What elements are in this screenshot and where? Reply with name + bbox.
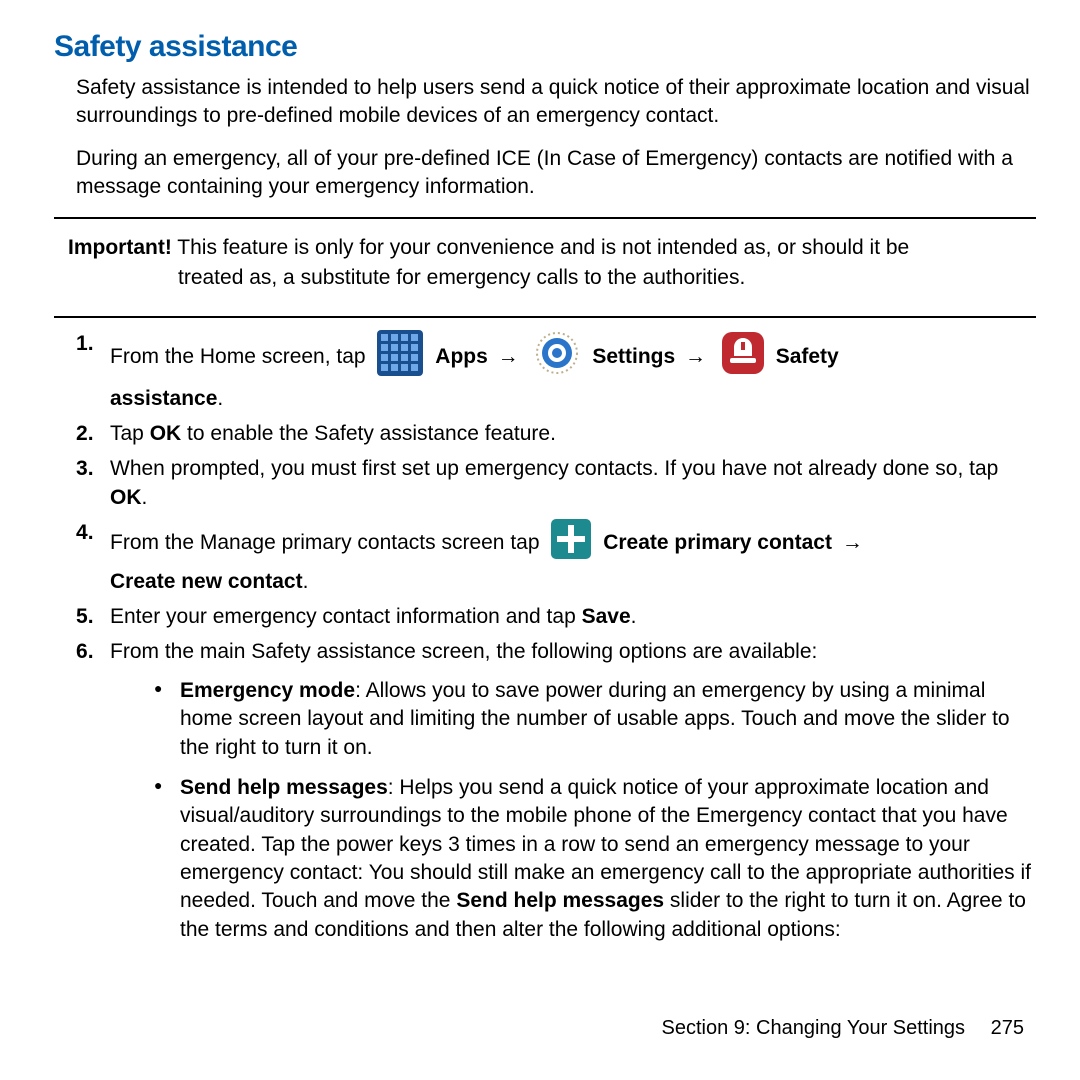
option-send-help-messages: Send help messages: Helps you send a qui… <box>154 774 1036 944</box>
shm-label: Send help messages <box>180 776 388 799</box>
important-line2: treated as, a substitute for emergency c… <box>54 263 1036 292</box>
arrow-1: → <box>494 345 523 368</box>
step-6: From the main Safety assistance screen, … <box>76 638 1036 944</box>
create-new-contact: Create new contact <box>110 570 303 593</box>
arrow-3: → <box>838 531 867 554</box>
step3-ok: OK <box>110 486 142 509</box>
safety-label: Safety <box>776 345 839 368</box>
step1-dot: . <box>217 387 223 410</box>
page-footer: Section 9: Changing Your Settings 275 <box>662 1017 1025 1040</box>
step-1: From the Home screen, tap Apps → <box>76 330 1036 414</box>
step3-pre: When prompted, you must first set up eme… <box>110 457 998 480</box>
footer-page: 275 <box>991 1017 1024 1039</box>
emergency-mode-label: Emergency mode <box>180 679 355 702</box>
plus-icon <box>551 519 591 568</box>
step4-pre: From the Manage primary contacts screen … <box>110 531 545 554</box>
step1-pre: From the Home screen, tap <box>110 345 371 368</box>
assistance-label: assistance <box>110 387 217 410</box>
intro-paragraph-2: During an emergency, all of your pre-def… <box>54 145 1036 202</box>
step-3: When prompted, you must first set up eme… <box>76 455 1036 513</box>
step6-text: From the main Safety assistance screen, … <box>110 640 817 663</box>
safety-icon <box>722 332 764 383</box>
steps-list: From the Home screen, tap Apps → <box>54 330 1036 944</box>
manual-page: Safety assistance Safety assistance is i… <box>0 0 1080 1080</box>
step2-ok: OK <box>150 422 182 445</box>
apps-label: Apps <box>435 345 488 368</box>
step2-post: to enable the Safety assistance feature. <box>181 422 556 445</box>
settings-icon <box>534 330 580 385</box>
divider-bottom <box>54 316 1036 318</box>
step-5: Enter your emergency contact information… <box>76 603 1036 632</box>
shm-bold: Send help messages <box>456 889 664 912</box>
important-line1: This feature is only for your convenienc… <box>172 236 909 259</box>
intro-paragraph-1: Safety assistance is intended to help us… <box>54 74 1036 131</box>
step5-pre: Enter your emergency contact information… <box>110 605 582 628</box>
step5-save: Save <box>582 605 631 628</box>
step-4: From the Manage primary contacts screen … <box>76 519 1036 597</box>
create-primary-contact: Create primary contact <box>603 531 832 554</box>
settings-label: Settings <box>592 345 675 368</box>
page-heading: Safety assistance <box>54 30 1036 64</box>
step2-pre: Tap <box>110 422 150 445</box>
step-2: Tap OK to enable the Safety assistance f… <box>76 420 1036 449</box>
footer-section: Section 9: Changing Your Settings <box>662 1017 966 1039</box>
step4-dot: . <box>303 570 309 593</box>
important-note: Important! This feature is only for your… <box>54 227 1036 300</box>
intro-block: Safety assistance is intended to help us… <box>54 74 1036 201</box>
options-list: Emergency mode: Allows you to save power… <box>110 677 1036 944</box>
apps-icon <box>377 330 423 385</box>
step3-dot: . <box>142 486 148 509</box>
arrow-2: → <box>681 345 710 368</box>
step5-dot: . <box>631 605 637 628</box>
option-emergency-mode: Emergency mode: Allows you to save power… <box>154 677 1036 762</box>
footer-sep <box>965 1017 991 1039</box>
important-label: Important! <box>68 236 172 259</box>
divider-top <box>54 217 1036 219</box>
